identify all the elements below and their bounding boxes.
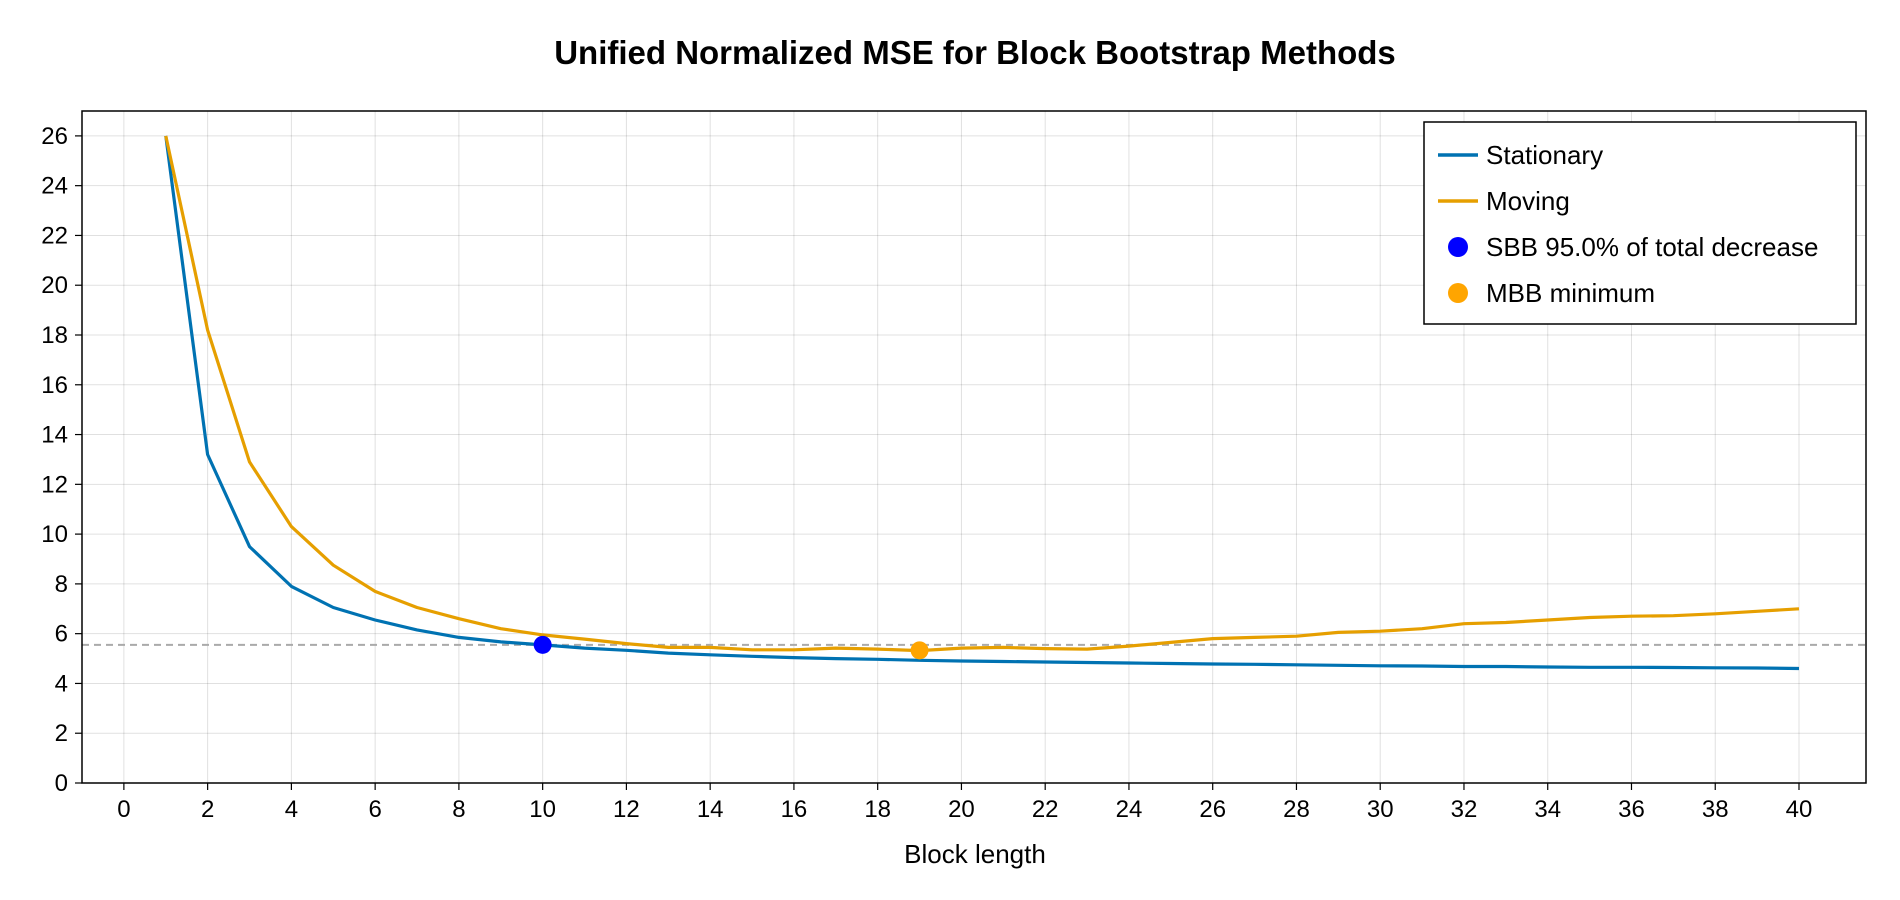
x-axis-label: Block length (904, 839, 1046, 869)
chart-title: Unified Normalized MSE for Block Bootstr… (554, 34, 1396, 71)
series-line-stationary (164, 135, 1800, 671)
marker-layer (533, 635, 929, 660)
x-tick-label: 20 (948, 796, 975, 823)
legend-box (1423, 121, 1857, 325)
marker-point-2 (910, 641, 929, 660)
y-tick-label: 12 (41, 471, 68, 498)
y-tick-label: 16 (41, 372, 68, 399)
plot-area-frame (81, 110, 1867, 784)
x-tick-label: 2 (201, 796, 214, 823)
x-tick-label: 24 (1116, 796, 1143, 823)
y-tick-label: 10 (41, 521, 68, 548)
x-tick-label: 16 (781, 796, 808, 823)
y-tick-label: 22 (41, 222, 68, 249)
x-axis-ticks: 0 2 4 6 8 10 12 14 16 18 20 22 24 26 28 30 32 34 36 38 40 (117, 783, 1812, 823)
x-tick-label: 22 (1032, 796, 1059, 823)
y-tick-label: 20 (41, 272, 68, 299)
x-tick-label: 6 (368, 796, 381, 823)
legend-label: SBB 95.0% of total decrease (1486, 232, 1818, 262)
x-tick-label: 8 (452, 796, 465, 823)
y-tick-label: 14 (41, 422, 68, 449)
legend: Stationary Moving SBB 95.0% of total decre… (1423, 121, 1857, 325)
x-tick-label: 26 (1199, 796, 1226, 823)
x-tick-label: 12 (613, 796, 640, 823)
x-tick-label: 30 (1367, 796, 1394, 823)
legend-swatch-dot (1448, 237, 1468, 257)
x-tick-label: 38 (1702, 796, 1729, 823)
x-tick-label: 28 (1283, 796, 1310, 823)
y-tick-label: 2 (55, 720, 68, 747)
y-tick-label: 6 (55, 621, 68, 648)
legend-swatch-dot (1448, 283, 1468, 303)
series-layer (164, 135, 1800, 671)
y-tick-label: 24 (41, 173, 68, 200)
legend-label: Stationary (1486, 140, 1603, 170)
y-tick-label: 8 (55, 571, 68, 598)
legend-label: Moving (1486, 186, 1570, 216)
marker-point-1 (533, 635, 552, 654)
x-tick-label: 0 (117, 796, 130, 823)
y-tick-label: 26 (41, 123, 68, 150)
legend-label: MBB minimum (1486, 278, 1655, 308)
x-tick-label: 14 (697, 796, 724, 823)
series-line-moving (164, 135, 1800, 653)
x-tick-label: 34 (1534, 796, 1561, 823)
x-tick-label: 36 (1618, 796, 1645, 823)
y-tick-label: 0 (55, 770, 68, 797)
x-tick-label: 40 (1786, 796, 1813, 823)
x-tick-label: 32 (1451, 796, 1478, 823)
x-tick-label: 10 (529, 796, 556, 823)
x-tick-label: 4 (285, 796, 298, 823)
y-tick-label: 4 (55, 670, 68, 697)
x-tick-label: 18 (864, 796, 891, 823)
y-tick-label: 18 (41, 322, 68, 349)
